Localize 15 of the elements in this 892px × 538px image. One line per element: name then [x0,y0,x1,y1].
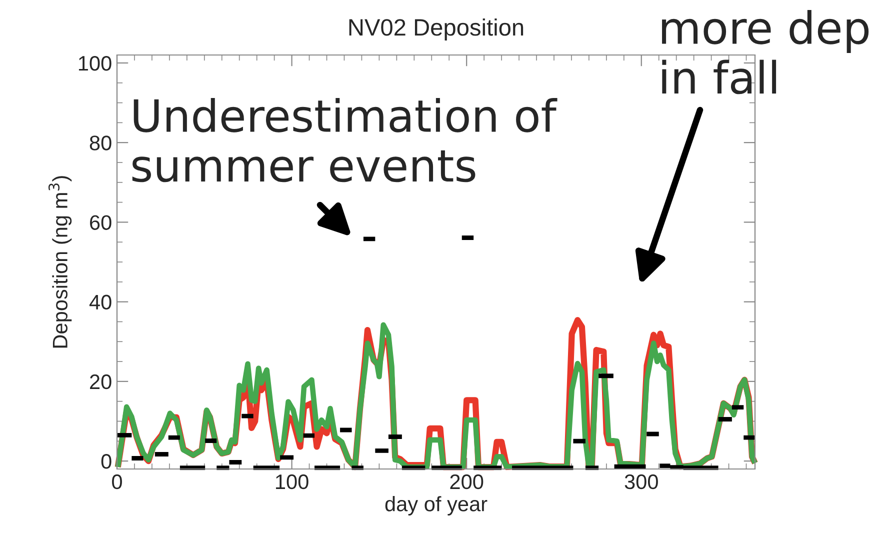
y-tick-label: 60 [90,215,112,230]
y-tick-label: 20 [90,374,112,390]
annotation: Underestimation of summer events [132,98,558,182]
x-tick-label: 0 [112,474,122,490]
x-tick-label: 300 [624,474,658,490]
x-axis-title: day of year [385,496,488,516]
y-tick-label: 100 [78,56,112,71]
y-tick-label: 80 [90,136,112,150]
x-tick-label: 100 [276,474,308,490]
x-tick-label: 200 [450,474,484,490]
y-tick-label: 0 [101,454,112,469]
y-tick-label: 40 [89,294,112,310]
annotation: more dep in fall [662,10,869,94]
y-axis-title: Deposition (ng m$^{3}$) [48,176,72,348]
chart-title: NV02 Deposition [349,18,524,40]
